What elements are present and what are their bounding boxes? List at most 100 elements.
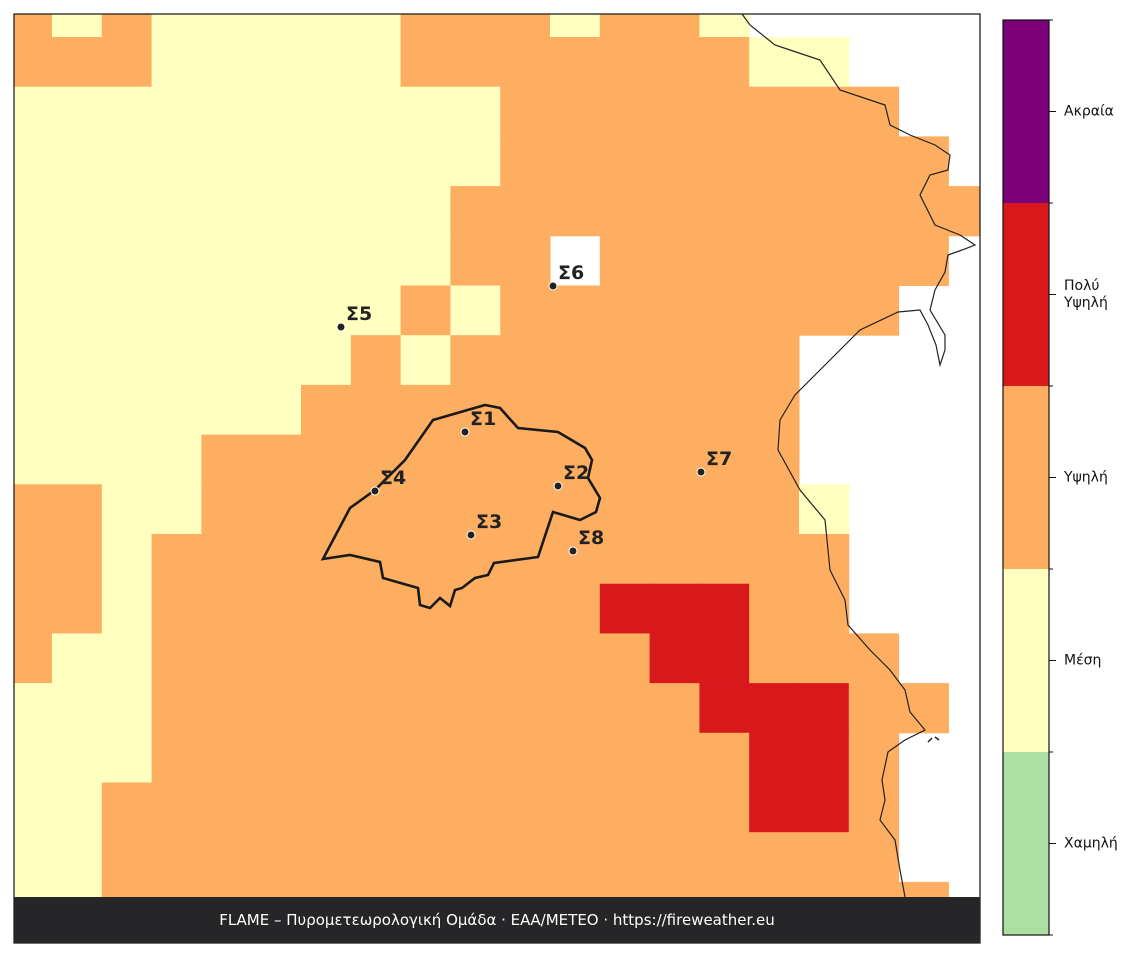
stations: Σ1 Σ2 Σ3 Σ4 Σ5 Σ6 Σ7 Σ8 [336, 262, 732, 556]
risk-cell [550, 832, 601, 883]
risk-cell [450, 136, 501, 187]
risk-cell [14, 384, 53, 436]
risk-cell [52, 633, 103, 684]
risk-cell [301, 86, 352, 137]
risk-cell [649, 832, 700, 883]
risk-cell [101, 633, 153, 684]
risk-cell [649, 335, 700, 386]
risk-cell [151, 14, 202, 38]
risk-cell [799, 86, 850, 137]
risk-cell [550, 484, 601, 535]
risk-grid [14, 14, 981, 898]
risk-cell [550, 683, 601, 734]
risk-cell [301, 484, 352, 535]
risk-cell [151, 633, 202, 684]
station-label: Σ1 [470, 408, 496, 430]
risk-cell [699, 534, 750, 585]
risk-cell [450, 285, 501, 336]
risk-cell [699, 235, 750, 286]
risk-cell [350, 235, 402, 286]
risk-cell [699, 633, 750, 684]
risk-cell [400, 881, 451, 898]
risk-cell [450, 782, 501, 833]
risk-cell [450, 335, 501, 386]
risk-cell [450, 434, 501, 485]
risk-cell [500, 832, 551, 883]
risk-cell [799, 683, 850, 734]
risk-cell [749, 384, 800, 436]
risk-cell [14, 881, 53, 898]
risk-cell [749, 881, 800, 898]
risk-cell [500, 285, 551, 336]
risk-cell [151, 136, 202, 187]
risk-cell [599, 633, 651, 684]
risk-cell [301, 37, 352, 88]
risk-cell [699, 384, 750, 436]
risk-cell [151, 37, 202, 88]
risk-cell [251, 335, 302, 386]
risk-cell [301, 384, 352, 436]
station-label: Σ3 [476, 511, 502, 533]
risk-cell [799, 37, 850, 88]
risk-cell [251, 583, 302, 634]
risk-cell [500, 37, 551, 88]
risk-cell [749, 683, 800, 734]
risk-cell [500, 235, 551, 286]
risk-cell [599, 732, 651, 783]
risk-cell [649, 732, 700, 783]
risk-cell [550, 335, 601, 386]
risk-cell [251, 683, 302, 734]
risk-cell [500, 434, 551, 485]
risk-cell [400, 384, 451, 436]
risk-cell [599, 534, 651, 585]
risk-cell [749, 732, 800, 783]
risk-cell [400, 633, 451, 684]
risk-cell [52, 186, 103, 237]
station-label: Σ5 [346, 303, 372, 325]
risk-cell [101, 186, 153, 237]
station-dot [568, 546, 578, 556]
risk-cell [350, 285, 402, 336]
risk-cell [52, 881, 103, 898]
risk-cell [350, 583, 402, 634]
risk-cell [350, 37, 402, 88]
risk-cell [14, 186, 53, 237]
risk-cell [151, 534, 202, 585]
risk-cell [649, 136, 700, 187]
risk-cell [749, 335, 800, 386]
risk-cell [799, 732, 850, 783]
colorbar [1003, 19, 1056, 936]
risk-cell [14, 136, 53, 187]
risk-cell [550, 384, 601, 436]
risk-cell [649, 14, 700, 38]
coastline [741, 13, 977, 898]
risk-cell [550, 881, 601, 898]
risk-cell [599, 37, 651, 88]
risk-cell [301, 732, 352, 783]
risk-cell [201, 732, 252, 783]
station-dot [696, 467, 706, 477]
risk-cell [251, 86, 302, 137]
risk-cell [500, 633, 551, 684]
risk-cell [599, 384, 651, 436]
risk-cell [450, 583, 501, 634]
risk-cell [350, 434, 402, 485]
colorbar-segment [1003, 20, 1049, 203]
risk-cell [699, 335, 750, 386]
risk-cell [14, 434, 53, 485]
risk-cell [599, 683, 651, 734]
risk-cell [649, 683, 700, 734]
risk-cell [52, 335, 103, 386]
risk-cell [450, 732, 501, 783]
risk-cell [350, 136, 402, 187]
risk-cell [550, 136, 601, 187]
risk-cell [500, 732, 551, 783]
risk-cell [201, 782, 252, 833]
risk-cell [550, 534, 601, 585]
risk-cell [400, 683, 451, 734]
risk-cell [151, 732, 202, 783]
risk-cell [450, 633, 501, 684]
risk-cell [500, 683, 551, 734]
risk-cell [649, 86, 700, 137]
station-dot [466, 530, 476, 540]
